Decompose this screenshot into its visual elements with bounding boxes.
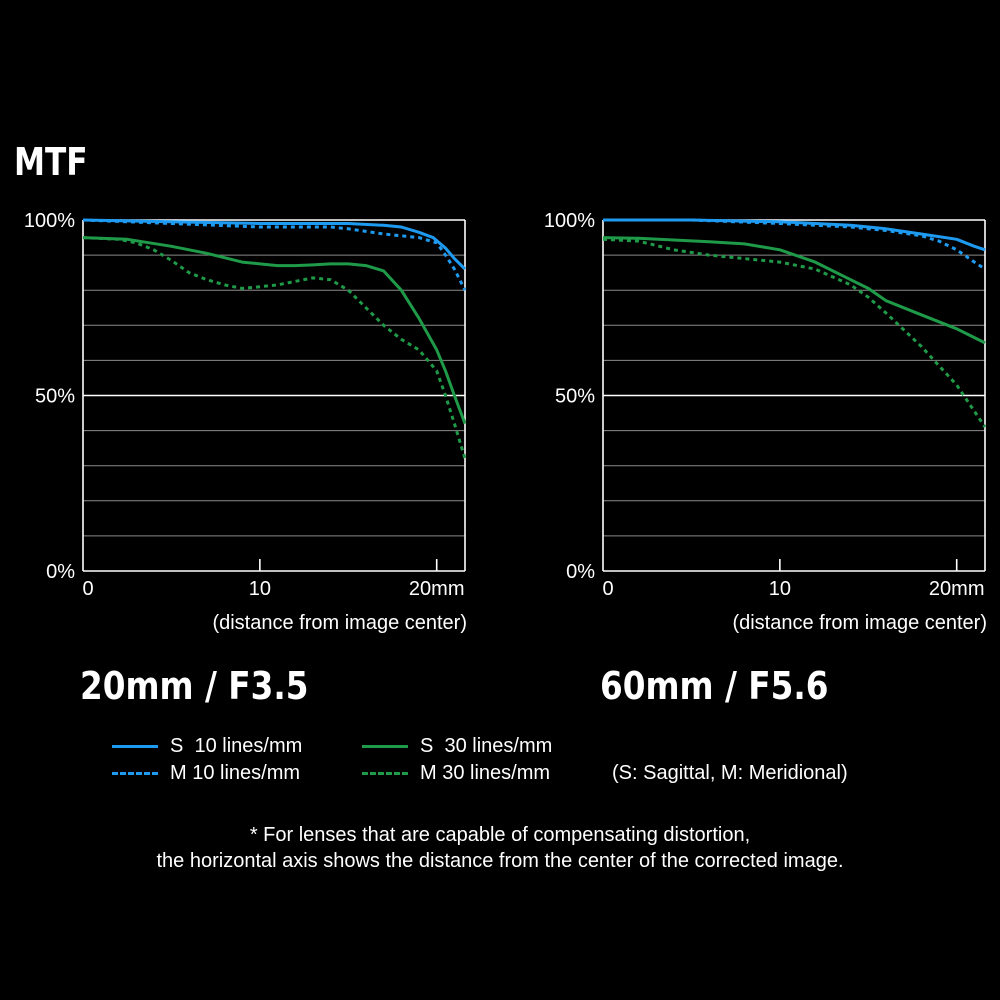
footnote: * For lenses that are capable of compens…	[0, 822, 1000, 874]
series-s10-line	[82, 218, 467, 271]
y-tick-label: 100%	[544, 210, 595, 232]
chart-caption-2: 60mm / F5.6	[600, 664, 829, 708]
page-title: MTF	[14, 140, 88, 184]
x-tick-label: 10	[769, 578, 791, 600]
y-tick-label: 0%	[46, 561, 75, 583]
x-axis-label: (distance from image center)	[212, 612, 467, 634]
footnote-line-1: * For lenses that are capable of compens…	[249, 824, 751, 846]
series-m30-line	[602, 237, 987, 428]
legend-swatch-dashed-green	[362, 772, 408, 775]
legend-item-m30: M 30 lines/mm	[362, 762, 550, 785]
y-tick-label: 50%	[555, 386, 595, 408]
legend-item-m10: M 10 lines/mm	[112, 762, 300, 785]
legend-key-text: (S: Sagittal, M: Meridional)	[612, 762, 848, 784]
chart-caption-1: 20mm / F3.5	[80, 664, 309, 708]
legend-key: (S: Sagittal, M: Meridional)	[612, 762, 848, 785]
x-axis-label: (distance from image center)	[732, 612, 987, 634]
legend-swatch-dashed-blue	[112, 772, 158, 775]
x-tick-label: 10	[249, 578, 271, 600]
legend-swatch-solid-green	[362, 745, 408, 748]
legend-label-s30: S 30 lines/mm	[420, 735, 553, 757]
series-m10-line	[603, 218, 986, 271]
series-s30-line	[602, 236, 986, 345]
x-tick-label: 20mm	[409, 578, 465, 600]
legend-swatch-solid-blue	[112, 745, 158, 748]
y-tick-label: 50%	[35, 386, 75, 408]
series-s10-line	[603, 218, 986, 252]
series-s30-line	[82, 236, 467, 425]
series-m30-line	[82, 236, 467, 460]
x-tick-label: 20mm	[929, 578, 985, 600]
x-tick-label: 0	[82, 578, 93, 600]
legend-label-m10: M 10 lines/mm	[170, 762, 301, 784]
x-tick-label: 0	[602, 578, 613, 600]
footnote-line-2: the horizontal axis shows the distance f…	[156, 850, 844, 872]
legend-item-s30: S 30 lines/mm	[362, 735, 552, 758]
legend-item-s10: S 10 lines/mm	[112, 735, 302, 758]
legend-label-m30: M 30 lines/mm	[420, 762, 551, 784]
legend-label-s10: S 10 lines/mm	[170, 735, 303, 757]
series-m10-line	[82, 218, 467, 291]
y-tick-label: 100%	[24, 210, 75, 232]
y-tick-label: 0%	[566, 561, 595, 583]
